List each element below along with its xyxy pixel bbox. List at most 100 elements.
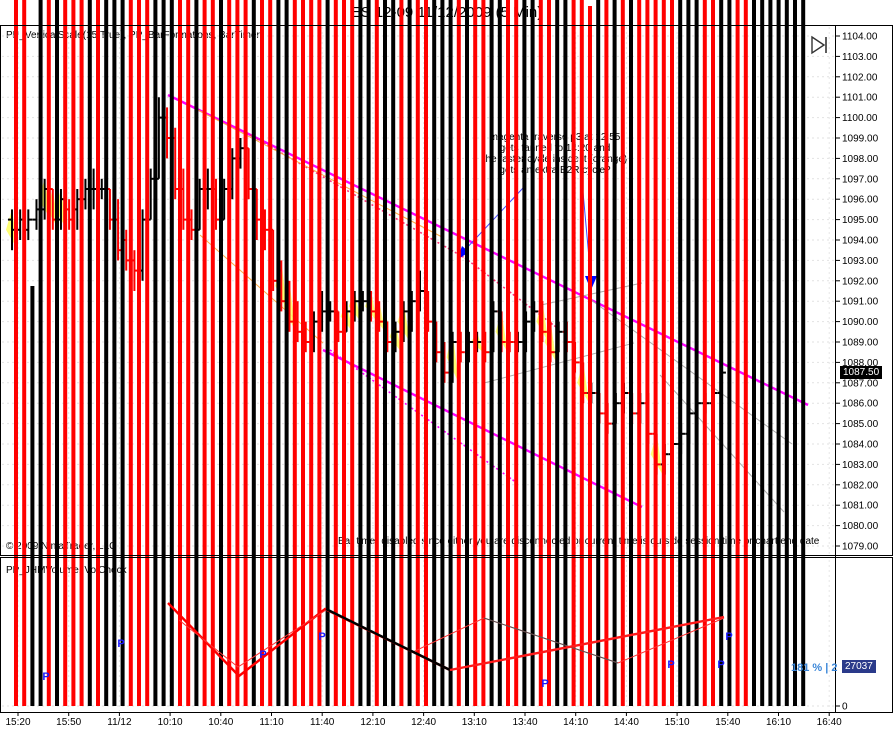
price-tick-label: 1079.00 <box>842 542 879 553</box>
volume-bar <box>219 0 223 706</box>
price-tick-label: 1083.00 <box>842 460 879 471</box>
time-tick-label: 13:10 <box>462 717 487 728</box>
time-tick-label: 16:40 <box>817 717 842 728</box>
time-tick-label: 11/12 <box>107 717 132 728</box>
volume-bar <box>760 0 765 706</box>
volume-bar <box>153 0 158 706</box>
price-tick-label: 1081.00 <box>842 501 879 512</box>
pivot-marker: P <box>717 659 724 671</box>
price-tick-label: 1091.00 <box>842 297 879 308</box>
volume-bar <box>768 0 773 706</box>
volume-bar <box>547 0 551 706</box>
volume-bar <box>801 0 806 706</box>
price-tick-label: 1098.00 <box>842 154 879 165</box>
bar-timer-status: Bar timer disabled since either you are … <box>338 536 820 547</box>
volume-bar <box>694 0 699 706</box>
price-tick-label: 1097.00 <box>842 174 879 185</box>
volume-bar <box>268 0 273 706</box>
volume-bar <box>161 0 166 706</box>
magenta-upper-channel <box>167 93 809 407</box>
last-price-tag: 1087.50 <box>840 366 883 379</box>
volume-bar <box>358 0 363 706</box>
volume-bar <box>128 0 133 706</box>
volume-bar <box>670 0 674 706</box>
pivot-marker: P <box>541 678 548 690</box>
price-tick-label: 1092.00 <box>842 276 879 287</box>
volume-bar <box>210 0 215 706</box>
price-tick-label: 1103.00 <box>842 52 878 63</box>
volume-bar <box>260 0 264 706</box>
volume-swing-black <box>325 607 451 672</box>
volume-bar <box>612 0 617 706</box>
pivot-marker: P <box>117 638 124 650</box>
volume-bar <box>63 0 68 706</box>
volume-bar <box>432 0 437 706</box>
volume-bar <box>30 286 35 706</box>
price-tick-label: 1088.00 <box>842 358 879 369</box>
price-tick-label: 1101.00 <box>842 93 878 104</box>
volume-bar <box>686 0 691 706</box>
time-tick-label: 11:40 <box>310 717 335 728</box>
volume-bar <box>79 0 84 706</box>
time-tick-label: 15:10 <box>665 717 690 728</box>
volume-swing-red <box>449 615 725 672</box>
time-tick-label: 11:10 <box>259 717 284 728</box>
time-tick-label: 14:40 <box>614 717 639 728</box>
volume-bar <box>465 0 469 706</box>
volume-bar <box>350 0 355 706</box>
time-tick-label: 15:40 <box>715 717 740 728</box>
price-tick-label: 1082.00 <box>842 480 879 491</box>
volume-bar <box>38 0 43 706</box>
price-tick-label: 1094.00 <box>842 236 879 247</box>
chart-title: ES 12-09 11/12/2009 (5 Min) <box>350 4 543 21</box>
volume-bar <box>702 0 707 706</box>
annotation-line: gets an extra B2R cycle? <box>499 165 611 176</box>
volume-bar <box>399 0 404 706</box>
price-tick-label: 1100.00 <box>842 113 878 124</box>
time-tick-label: 13:40 <box>512 717 537 728</box>
volume-bar <box>235 0 240 706</box>
pivot-marker: P <box>318 631 325 643</box>
volume-bar <box>186 0 191 706</box>
volume-bar <box>604 0 609 706</box>
price-tick-label: 1089.00 <box>842 338 879 349</box>
volume-bar <box>169 0 174 706</box>
volume-bar <box>145 0 150 706</box>
volume-bar <box>522 0 527 706</box>
volume-bar <box>448 0 453 706</box>
volume-bar <box>284 0 289 706</box>
volume-bar <box>46 0 51 706</box>
volume-bar <box>14 0 18 706</box>
volume-bar <box>276 0 281 706</box>
price-tick-label: 1086.00 <box>842 399 879 410</box>
volume-bar <box>325 0 330 706</box>
volume-bar <box>251 0 256 706</box>
volume-bar <box>96 0 100 706</box>
price-tick-label: 1104.00 <box>842 32 878 43</box>
price-tick-label: 1095.00 <box>842 215 879 226</box>
volume-bar <box>752 0 756 706</box>
volume-panel-frame <box>0 557 893 713</box>
volume-bar <box>678 0 683 706</box>
pivot-marker: P <box>667 659 674 671</box>
dotted-parallel <box>464 257 561 331</box>
volume-swing-gray <box>483 617 619 664</box>
copyright-label: © 2009 NinjaTrader, LLC <box>6 541 117 552</box>
volume-bar <box>588 6 592 706</box>
volume-bar <box>743 0 748 706</box>
price-axis: 1079.00 1080.00 1081.00 1082.00 1083.00 1084.… <box>835 32 879 553</box>
volume-bar <box>620 0 625 706</box>
play-icon[interactable] <box>809 35 829 55</box>
volume-bar <box>391 0 396 706</box>
volume-bar <box>784 0 789 706</box>
volume-bar <box>506 0 510 706</box>
volume-bar <box>243 0 248 706</box>
price-tick-label: 1090.00 <box>842 317 879 328</box>
volume-percent-label: 181 % | 2 <box>791 662 838 674</box>
volume-bar <box>22 0 27 706</box>
volume-tick-label: 0 <box>842 702 848 713</box>
volume-bar <box>301 0 305 706</box>
volume-bar <box>727 0 732 706</box>
time-tick-label: 16:10 <box>766 717 791 728</box>
volume-bar <box>178 0 182 706</box>
